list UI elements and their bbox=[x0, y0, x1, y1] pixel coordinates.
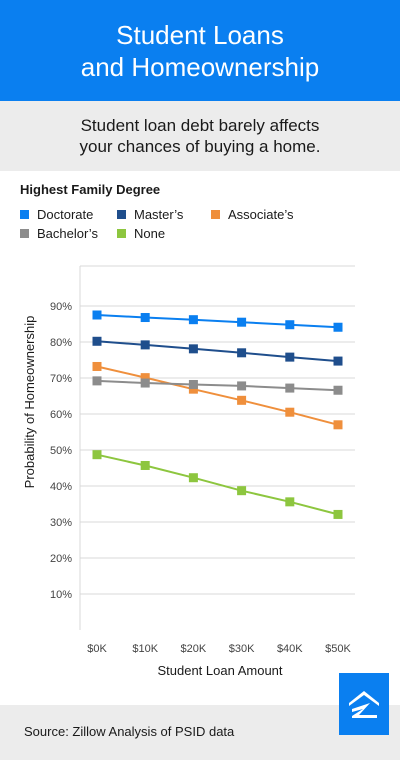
data-point-none bbox=[285, 497, 295, 507]
series-points bbox=[92, 310, 343, 519]
data-point-none bbox=[333, 509, 343, 519]
chart-svg: 10%20%30%40%50%60%70%80%90% $0K $10K $20K $… bbox=[22, 265, 355, 678]
data-point-bachelors bbox=[92, 376, 102, 386]
y-tick-label: 60% bbox=[50, 409, 72, 421]
legend-swatch-masters bbox=[117, 210, 126, 219]
data-point-doctorate bbox=[333, 322, 343, 332]
data-point-bachelors bbox=[140, 378, 150, 388]
x-axis-ticks: $0K $10K $20K $30K $40K $50K bbox=[87, 643, 351, 655]
data-point-bachelors bbox=[333, 385, 343, 395]
data-point-bachelors bbox=[285, 383, 295, 393]
legend-title: Highest Family Degree bbox=[20, 182, 161, 197]
data-point-masters bbox=[188, 344, 198, 354]
data-point-doctorate bbox=[140, 313, 150, 323]
data-point-associates bbox=[140, 373, 150, 383]
subtitle-line-2: your chances of buying a home. bbox=[79, 137, 321, 156]
data-point-none bbox=[92, 450, 102, 460]
zillow-logo-mark bbox=[349, 691, 379, 718]
title-line-1: Student Loans bbox=[116, 19, 284, 50]
data-point-masters bbox=[333, 356, 343, 366]
legend-item-bachelors: Bachelor’s bbox=[20, 226, 98, 241]
legend-swatch-none bbox=[117, 229, 126, 238]
data-point-doctorate bbox=[188, 315, 198, 325]
data-point-doctorate bbox=[92, 310, 102, 320]
y-tick-label: 30% bbox=[50, 517, 72, 529]
legend-label-associates: Associate’s bbox=[228, 207, 294, 222]
line-chart: 10% 20% 30% 40% 50% 60% 70% 80% 90% $0K $10K $20K $… bbox=[0, 250, 400, 690]
data-point-doctorate bbox=[237, 317, 247, 327]
y-tick-label: 70% bbox=[50, 373, 72, 385]
x-tick-label: $10K bbox=[132, 643, 158, 655]
series-line-masters bbox=[96, 340, 339, 363]
data-point-masters bbox=[92, 336, 102, 346]
legend-swatch-associates bbox=[211, 210, 220, 219]
legend-label-doctorate: Doctorate bbox=[37, 207, 94, 222]
zillow-logo-icon bbox=[339, 673, 389, 735]
data-point-none bbox=[237, 486, 247, 496]
legend-item-doctorate: Doctorate bbox=[20, 207, 93, 222]
legend-swatch-doctorate bbox=[20, 210, 29, 219]
data-point-bachelors bbox=[188, 379, 198, 389]
series-line-associates bbox=[96, 365, 339, 426]
legend-item-masters: Master’s bbox=[117, 207, 183, 222]
y-tick-label: 80% bbox=[50, 337, 72, 349]
data-point-associates bbox=[237, 395, 247, 405]
legend-label-bachelors: Bachelor’s bbox=[37, 226, 98, 241]
data-point-associates bbox=[333, 420, 343, 430]
legend-swatch-bachelors bbox=[20, 229, 29, 238]
legend-label-none: None bbox=[134, 226, 166, 241]
data-point-associates bbox=[92, 361, 102, 371]
series-lines bbox=[96, 314, 339, 516]
y-axis-label: Probability of Homeownership bbox=[22, 316, 37, 489]
title-line-2: and Homeownership bbox=[80, 51, 320, 82]
data-point-masters bbox=[285, 352, 295, 362]
legend-item-none: None bbox=[117, 226, 165, 241]
chart-gridlines bbox=[79, 265, 355, 630]
y-tick-label: 20% bbox=[50, 553, 72, 565]
data-point-associates bbox=[188, 384, 198, 394]
series-line-bachelors bbox=[96, 379, 339, 392]
data-point-none bbox=[140, 460, 150, 470]
footer: Source: Zillow Analysis of PSID data bbox=[0, 705, 400, 760]
source-note: Source: Zillow Analysis of PSID data bbox=[24, 724, 235, 739]
data-point-none bbox=[188, 473, 198, 483]
data-point-masters bbox=[237, 348, 247, 358]
y-axis-ticks: 10% 20% 30% 40% 50% 60% 70% 80% 90% bbox=[50, 301, 72, 601]
data-point-doctorate bbox=[285, 320, 295, 330]
x-tick-label: $40K bbox=[277, 643, 303, 655]
data-point-masters bbox=[140, 340, 150, 350]
y-tick-label: 40% bbox=[50, 481, 72, 493]
x-tick-label: $30K bbox=[229, 643, 255, 655]
x-tick-label: $20K bbox=[181, 643, 207, 655]
subtitle-line-1: Student loan debt barely affects bbox=[80, 116, 320, 135]
data-point-associates bbox=[285, 407, 295, 417]
y-tick-label: 90% bbox=[50, 301, 72, 313]
series-line-doctorate bbox=[96, 314, 339, 329]
data-point-bachelors bbox=[237, 381, 247, 391]
series-line-none bbox=[96, 453, 339, 516]
y-tick-label: 10% bbox=[50, 589, 72, 601]
legend-item-associates: Associate’s bbox=[211, 207, 294, 222]
y-tick-label: 50% bbox=[50, 445, 72, 457]
legend-label-masters: Master’s bbox=[134, 207, 184, 222]
x-tick-label: $50K bbox=[325, 643, 351, 655]
subtitle-banner: Student loan debt barely affects your ch… bbox=[0, 101, 400, 171]
x-tick-label: $0K bbox=[87, 643, 107, 655]
x-axis-label: Student Loan Amount bbox=[157, 663, 282, 678]
title-banner: Student Loans and Homeownership bbox=[0, 0, 400, 101]
